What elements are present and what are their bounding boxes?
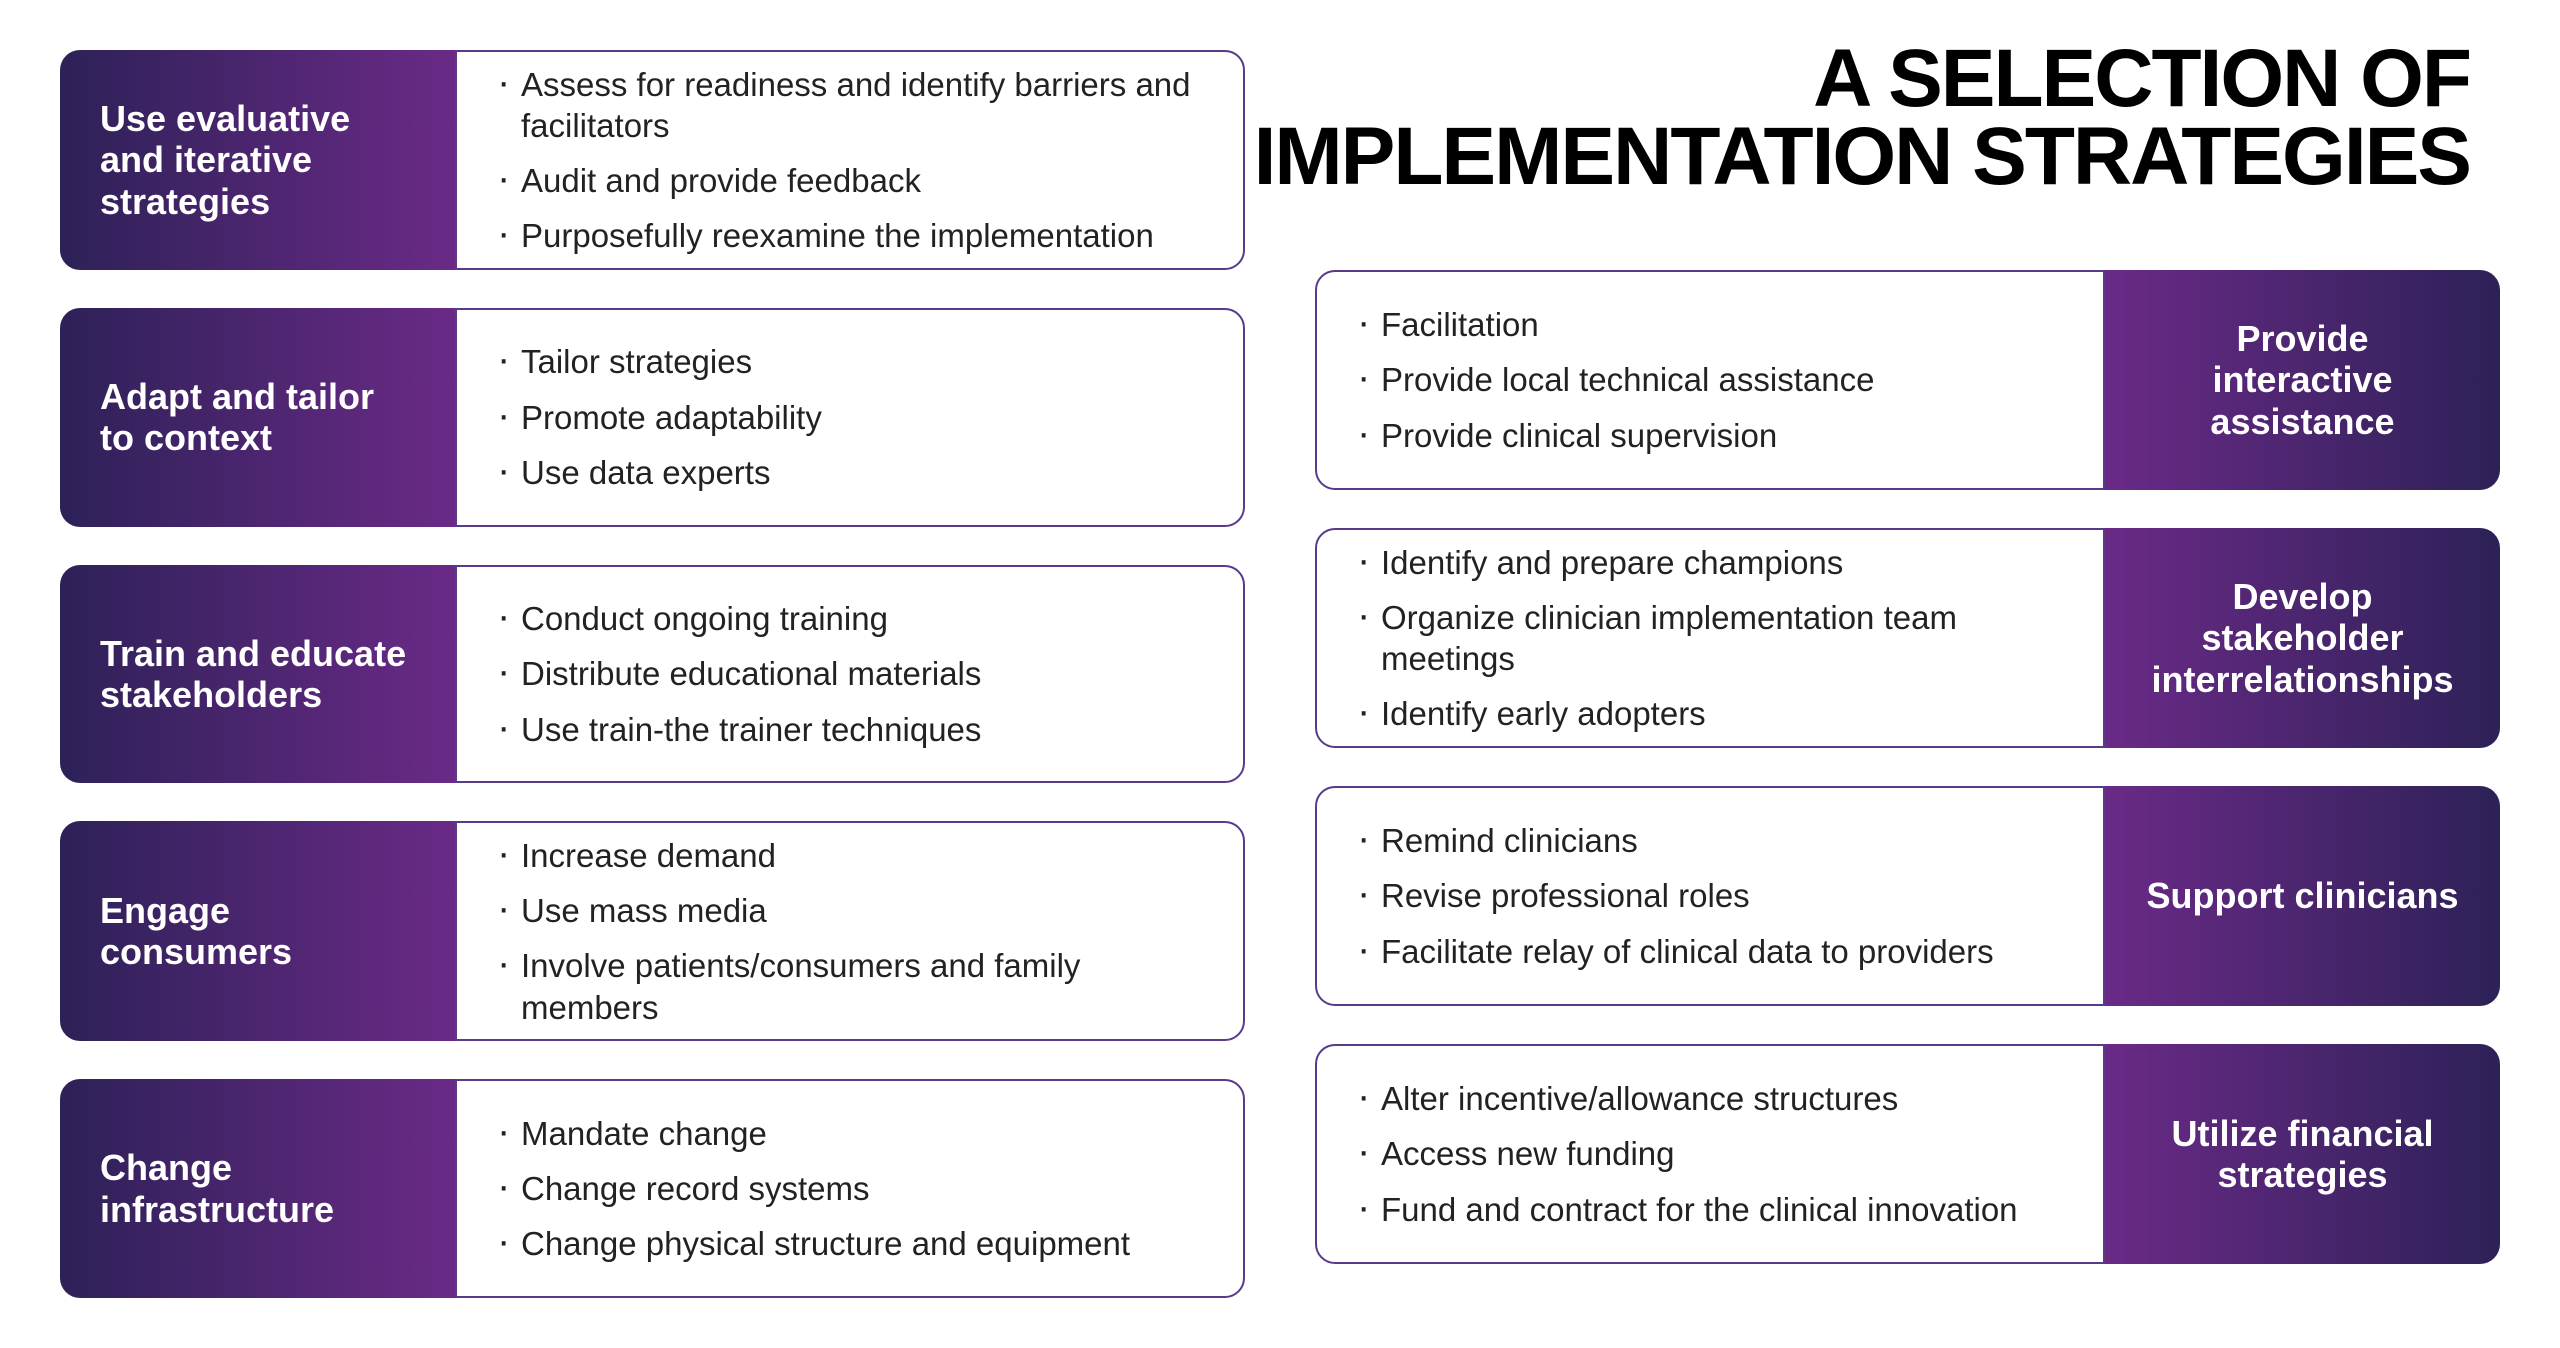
title-line-1: A SELECTION OF (1254, 40, 2470, 118)
strategy-body: Facilitation Provide local technical assi… (1315, 270, 2105, 490)
strategy-body: Assess for readiness and identify barrie… (455, 50, 1245, 270)
strategy-bullet: Conduct ongoing training (497, 598, 1203, 639)
strategy-label: Engage consumers (60, 821, 455, 1041)
strategy-label: Provide interactive assistance (2105, 270, 2500, 490)
strategy-bullet: Increase demand (497, 835, 1203, 876)
strategy-bullet: Purposefully reexamine the implementatio… (497, 215, 1203, 256)
strategy-label: Change infrastructure (60, 1079, 455, 1298)
strategy-bullet: Assess for readiness and identify barrie… (497, 64, 1203, 147)
strategy-body: Alter incentive/allowance structures Acce… (1315, 1044, 2105, 1264)
strategy-bullet: Tailor strategies (497, 341, 1203, 382)
page-title: A SELECTION OF IMPLEMENTATION STRATEGIES (1254, 40, 2470, 196)
strategy-bullet: Audit and provide feedback (497, 160, 1203, 201)
strategy-bullet: Distribute educational materials (497, 653, 1203, 694)
strategy-row: Train and educate stakeholdersConduct on… (60, 565, 1245, 784)
strategy-bullet: Fund and contract for the clinical innov… (1357, 1189, 2063, 1230)
right-column: Facilitation Provide local technical assi… (1315, 50, 2500, 1298)
strategy-body: Remind clinicians Revise professional rol… (1315, 786, 2105, 1006)
strategy-row: Remind clinicians Revise professional rol… (1315, 786, 2500, 1006)
strategy-label: Utilize financial strategies (2105, 1044, 2500, 1264)
strategy-bullet: Remind clinicians (1357, 820, 2063, 861)
strategy-body: Mandate change Change record systems Chang… (455, 1079, 1245, 1298)
strategy-row: Change infrastructure Mandate change Chang… (60, 1079, 1245, 1298)
strategy-label: Support clinicians (2105, 786, 2500, 1006)
strategy-bullet: Use train-the trainer techniques (497, 709, 1203, 750)
strategy-body: Increase demand Use mass media Involve pat… (455, 821, 1245, 1041)
strategy-row: Adapt and tailor to contextTailor strate… (60, 308, 1245, 527)
strategy-bullet: Change physical structure and equipment (497, 1223, 1203, 1264)
strategy-bullet: Use mass media (497, 890, 1203, 931)
strategy-label: Use evaluative and iterative strategies (60, 50, 455, 270)
strategy-row: Engage consumers Increase demand Use mass … (60, 821, 1245, 1041)
strategy-row: Identify and prepare champions Organize c… (1315, 528, 2500, 748)
strategy-bullet: Use data experts (497, 452, 1203, 493)
strategy-bullet: Identify early adopters (1357, 693, 2063, 734)
strategy-bullet: Facilitate relay of clinical data to pro… (1357, 931, 2063, 972)
strategy-label: Develop stakeholder interrelationships (2105, 528, 2500, 748)
strategy-bullet: Provide local technical assistance (1357, 359, 2063, 400)
strategy-bullet: Promote adaptability (497, 397, 1203, 438)
strategy-bullet: Alter incentive/allowance structures (1357, 1078, 2063, 1119)
strategy-label: Train and educate stakeholders (60, 565, 455, 784)
strategy-bullet: Provide clinical supervision (1357, 415, 2063, 456)
strategy-body: Identify and prepare champions Organize c… (1315, 528, 2105, 748)
columns-container: Use evaluative and iterative strategies A… (60, 50, 2500, 1298)
strategy-row: Alter incentive/allowance structures Acce… (1315, 1044, 2500, 1264)
strategy-bullet: Organize clinician implementation team m… (1357, 597, 2063, 680)
strategy-body: Tailor strategies Promote adaptability Use… (455, 308, 1245, 527)
strategy-bullet: Facilitation (1357, 304, 2063, 345)
strategy-label: Adapt and tailor to context (60, 308, 455, 527)
left-column: Use evaluative and iterative strategies A… (60, 50, 1245, 1298)
title-line-2: IMPLEMENTATION STRATEGIES (1254, 118, 2470, 196)
strategy-row: Use evaluative and iterative strategies A… (60, 50, 1245, 270)
strategy-bullet: Revise professional roles (1357, 875, 2063, 916)
strategy-row: Facilitation Provide local technical assi… (1315, 270, 2500, 490)
strategy-bullet: Mandate change (497, 1113, 1203, 1154)
strategy-bullet: Access new funding (1357, 1133, 2063, 1174)
strategy-bullet: Identify and prepare champions (1357, 542, 2063, 583)
strategy-body: Conduct ongoing training Distribute educa… (455, 565, 1245, 784)
strategy-bullet: Involve patients/consumers and family me… (497, 945, 1203, 1028)
strategy-bullet: Change record systems (497, 1168, 1203, 1209)
